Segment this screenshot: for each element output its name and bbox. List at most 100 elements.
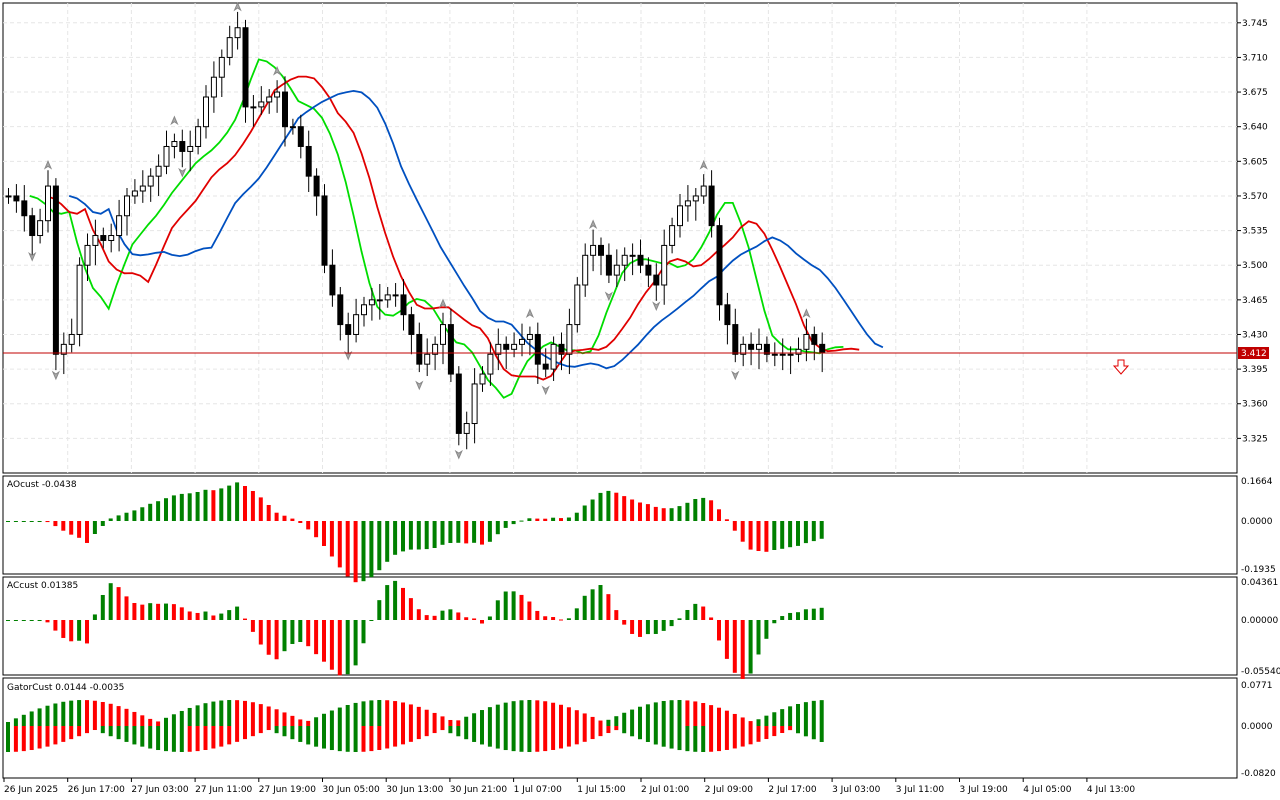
- gator-up-bar: [740, 717, 745, 726]
- ao-bar: [85, 521, 89, 543]
- ao-bar: [456, 521, 461, 543]
- candle: [108, 223, 115, 253]
- candle: [574, 277, 581, 333]
- ao-bar: [69, 521, 74, 535]
- candle: [684, 185, 691, 222]
- current-price-box: [1238, 347, 1269, 359]
- candle: [361, 296, 367, 327]
- gator-pane[interactable]: [2, 677, 1238, 779]
- main-pane[interactable]: [2, 2, 1238, 474]
- ao-bar: [195, 492, 200, 521]
- candle: [621, 247, 628, 282]
- ac-bar: [408, 598, 413, 620]
- gator-down-bar: [638, 726, 642, 740]
- candle: [337, 286, 344, 341]
- time-tick-label: 3 Jul 19:00: [960, 785, 1009, 795]
- gator-up-bar: [574, 710, 579, 726]
- gator-up-bar: [258, 704, 263, 726]
- ac-pane[interactable]: [2, 576, 1238, 676]
- ac-bar: [788, 612, 793, 620]
- fractal-up-icon: [802, 308, 811, 319]
- gator-down-bar: [756, 726, 761, 742]
- candle: [305, 130, 312, 192]
- time-tick-label: 4 Jul 05:00: [1023, 785, 1072, 795]
- candle: [669, 217, 676, 254]
- fractal-down-icon: [178, 167, 187, 178]
- ao-bar: [503, 521, 508, 528]
- ao-bar: [472, 521, 477, 543]
- ac-bar: [559, 619, 563, 621]
- candle: [76, 257, 83, 347]
- gator-up-bar: [171, 714, 176, 726]
- gator-down-bar: [519, 726, 524, 752]
- candle: [416, 322, 423, 373]
- gator-down-bar: [543, 726, 548, 752]
- candle: [187, 130, 194, 172]
- ma-blue-line: [68, 89, 884, 370]
- price-tick-label: 3.570: [1242, 192, 1268, 202]
- gator-up-bar: [37, 708, 42, 726]
- candle: [384, 286, 391, 308]
- candle: [400, 279, 407, 331]
- ac-bar: [614, 610, 619, 620]
- gator-up-bar: [298, 719, 303, 726]
- ac-bar: [772, 620, 777, 624]
- ao-bar: [345, 521, 350, 577]
- gator-up-bar: [440, 716, 445, 726]
- ao-bar: [53, 521, 58, 527]
- candle: [100, 227, 107, 249]
- candle: [250, 95, 257, 127]
- candle: [155, 154, 162, 196]
- ac-bar: [393, 580, 398, 620]
- ac-bar: [100, 594, 105, 620]
- ac-bar: [503, 591, 508, 620]
- gator-up-bar: [140, 715, 145, 726]
- candle: [455, 366, 462, 446]
- gator-down-bar: [290, 726, 295, 740]
- ao-bar: [630, 499, 635, 521]
- price-tick-label: 3.325: [1242, 434, 1268, 444]
- candle: [266, 89, 273, 114]
- ac-bar: [756, 620, 761, 655]
- gator-up-bar: [408, 704, 413, 726]
- time-tick-label: 30 Jun 21:00: [450, 785, 507, 795]
- ao-bar: [748, 521, 753, 550]
- gator-down-bar: [124, 726, 129, 742]
- gator-down-bar: [337, 726, 342, 752]
- time-tick-label: 2 Jul 09:00: [705, 785, 754, 795]
- ao-bar: [582, 505, 587, 521]
- ao-bar: [45, 521, 50, 523]
- ac-bar: [69, 620, 74, 642]
- gator-up-bar: [21, 714, 26, 726]
- ac-bar: [582, 595, 587, 620]
- gator-down-bar: [45, 726, 50, 747]
- gator-up-bar: [495, 704, 500, 726]
- ac-bar: [29, 620, 34, 621]
- candle: [297, 114, 304, 159]
- gator-up-bar: [724, 710, 729, 726]
- candle: [748, 332, 755, 366]
- fractal-down-icon: [731, 370, 740, 381]
- ao-bar: [709, 500, 714, 521]
- ao-pane[interactable]: [2, 475, 1238, 575]
- candle: [463, 411, 470, 450]
- ac-bar: [6, 620, 10, 621]
- gator-up-bar: [290, 715, 295, 726]
- gator-up-bar: [661, 701, 666, 726]
- ao-bar: [543, 518, 548, 521]
- gator-down-bar: [788, 726, 793, 731]
- gator-down-bar: [132, 726, 137, 745]
- ao-bar: [487, 521, 492, 542]
- gator-down-bar: [266, 726, 271, 731]
- gator-down-bar: [661, 726, 666, 747]
- gator-up-bar: [235, 700, 240, 726]
- fractal-up-icon: [170, 115, 179, 126]
- ao-bar: [803, 521, 808, 544]
- ao-tick-2: -0.1935: [1241, 565, 1276, 575]
- ao-bar: [77, 521, 82, 538]
- gator-up-bar: [282, 712, 287, 726]
- candle: [218, 49, 225, 97]
- gator-up-bar: [61, 701, 66, 726]
- ao-bar: [100, 521, 105, 526]
